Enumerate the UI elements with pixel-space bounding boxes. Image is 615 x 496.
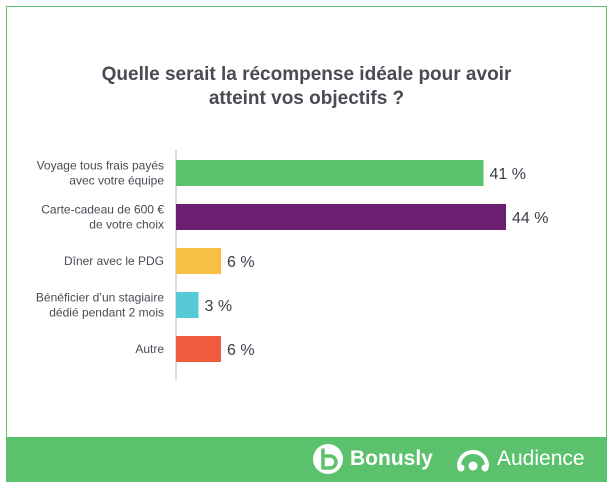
category-label: Voyage tous frais payés	[37, 159, 164, 173]
bar	[176, 248, 221, 274]
value-label: 3 %	[205, 298, 233, 315]
value-label: 44 %	[512, 210, 548, 227]
chart-title: Quelle serait la récompense idéale pour …	[7, 63, 606, 111]
category-label: de votre choix	[89, 218, 164, 232]
category-label: dédié pendant 2 mois	[49, 306, 164, 320]
audience-wordmark: Audience	[497, 447, 585, 470]
category-label: avec votre équipe	[69, 174, 164, 188]
category-label: Autre	[135, 342, 164, 356]
footer-banner: Bonusly Audience	[6, 437, 607, 482]
bonusly-logo: Bonusly	[312, 444, 433, 474]
audience-logo: Audience	[455, 444, 585, 474]
chart-card: Quelle serait la récompense idéale pour …	[6, 6, 607, 482]
chart-title-line-2: atteint vos objectifs ?	[208, 88, 405, 109]
category-label: Carte-cadeau de 600 €	[41, 203, 164, 217]
bar	[176, 204, 506, 230]
bar	[176, 292, 199, 318]
bar	[176, 336, 221, 362]
category-label: Dîner avec le PDG	[64, 254, 164, 268]
chart-title-line-1: Quelle serait la récompense idéale pour …	[101, 64, 512, 85]
audience-icon	[457, 449, 489, 472]
value-label: 41 %	[490, 166, 526, 183]
value-label: 6 %	[227, 342, 255, 359]
bonusly-icon	[313, 444, 343, 474]
category-label: Bénéficier d’un stagiaire	[36, 291, 164, 305]
bonusly-wordmark: Bonusly	[350, 447, 433, 470]
bar	[176, 160, 484, 186]
value-label: 6 %	[227, 254, 255, 271]
